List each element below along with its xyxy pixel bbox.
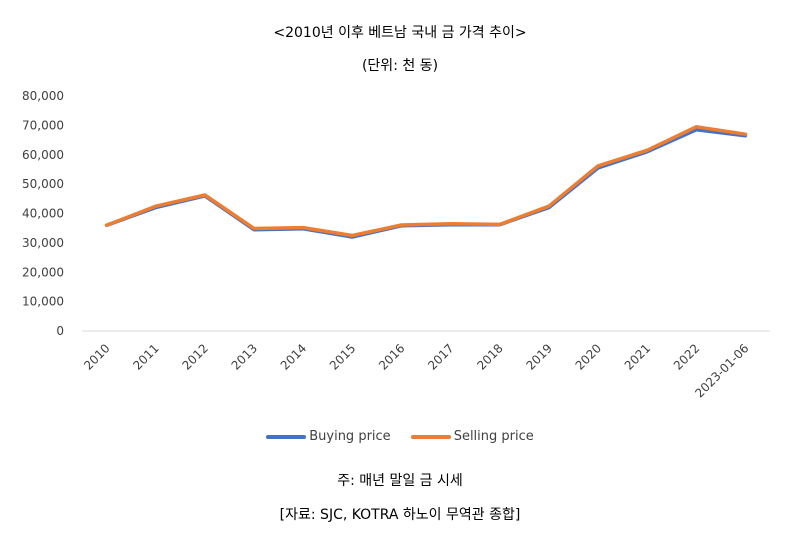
- x-tick-label: 2020: [573, 341, 604, 372]
- chart-title: <2010년 이후 베트남 국내 금 가격 추이>: [273, 25, 527, 41]
- x-tick-label: 2022: [671, 341, 702, 372]
- x-tick-label: 2013: [229, 341, 260, 372]
- legend: Buying price Selling price: [0, 429, 800, 444]
- series-line-buying: [104, 128, 748, 239]
- legend-swatch-selling: [410, 434, 451, 439]
- y-tick-label: 50,000: [22, 177, 64, 191]
- legend-swatch-buying: [266, 434, 307, 439]
- y-tick-label: 60,000: [22, 148, 64, 162]
- y-tick-label: 40,000: [22, 207, 64, 221]
- chart-subtitle: (단위: 천 동): [361, 58, 439, 74]
- legend-item-selling: Selling price: [410, 429, 534, 444]
- x-tick-label: 2010: [81, 341, 112, 372]
- y-tick-label: 10,000: [22, 295, 64, 309]
- source-note: [자료: SJC, KOTRA 하노이 무역관 종합]: [279, 507, 521, 523]
- x-tick-label: 2021: [622, 341, 653, 372]
- x-tick-label: 2018: [474, 341, 505, 372]
- x-tick-label: 2017: [425, 341, 456, 372]
- y-tick-label: 20,000: [22, 265, 64, 279]
- y-tick-label: 0: [56, 324, 64, 338]
- x-tick-label: 2014: [278, 341, 309, 372]
- y-tick-label: 70,000: [22, 118, 64, 132]
- series-line-selling: [104, 125, 748, 238]
- legend-label-selling: Selling price: [453, 429, 534, 444]
- legend-label-buying: Buying price: [309, 429, 391, 444]
- x-tick-label: 2016: [376, 341, 407, 372]
- y-tick-label: 80,000: [22, 89, 64, 103]
- x-tick-label: 2015: [327, 341, 358, 372]
- y-tick-label: 30,000: [22, 236, 64, 250]
- x-tick-label: 2012: [179, 341, 210, 372]
- x-tick-label: 2011: [130, 341, 161, 372]
- footnote: 주: 매년 말일 금 시세: [337, 473, 463, 489]
- x-tick-label: 2019: [523, 341, 554, 372]
- legend-item-buying: Buying price: [266, 429, 391, 444]
